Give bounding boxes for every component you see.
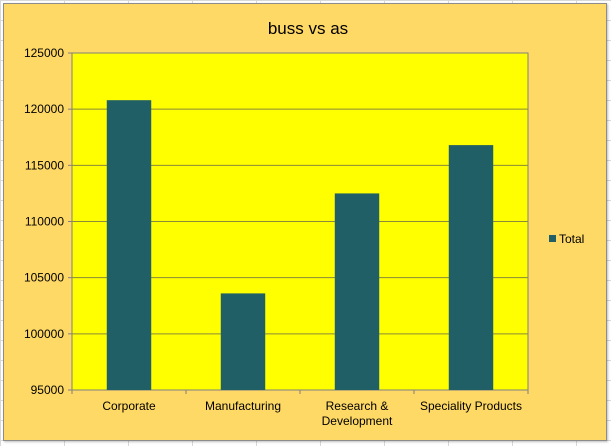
y-tick-label: 105000 bbox=[24, 271, 64, 285]
chart-title: buss vs as bbox=[268, 19, 348, 38]
legend: Total bbox=[549, 232, 584, 246]
bar bbox=[106, 100, 152, 391]
y-tick-label: 125000 bbox=[24, 46, 64, 60]
x-tick-label: Speciality Products bbox=[420, 399, 522, 413]
bar-chart: buss vs as 95000 100000 105000 110000 115000… bbox=[24, 19, 584, 428]
y-axis-ticks: 95000 100000 105000 110000 115000 120000 12500… bbox=[24, 46, 72, 397]
x-tick-label: Corporate bbox=[102, 399, 156, 413]
bar bbox=[220, 293, 266, 390]
legend-swatch bbox=[549, 235, 556, 242]
chart-area[interactable]: buss vs as 95000 100000 105000 110000 115000… bbox=[3, 3, 607, 441]
bar bbox=[334, 193, 380, 390]
x-axis-ticks: Corporate Manufacturing Research & Developm… bbox=[71, 390, 529, 428]
x-tick-label: Manufacturing bbox=[205, 399, 281, 413]
bar bbox=[448, 145, 494, 390]
y-tick-label: 95000 bbox=[31, 383, 65, 397]
y-tick-label: 115000 bbox=[25, 158, 64, 172]
y-tick-label: 110000 bbox=[25, 215, 64, 229]
legend-label: Total bbox=[559, 232, 584, 246]
x-tick-label: Research & Development bbox=[322, 399, 393, 428]
bars bbox=[106, 100, 494, 391]
y-tick-label: 100000 bbox=[24, 327, 64, 341]
y-tick-label: 120000 bbox=[24, 102, 64, 116]
